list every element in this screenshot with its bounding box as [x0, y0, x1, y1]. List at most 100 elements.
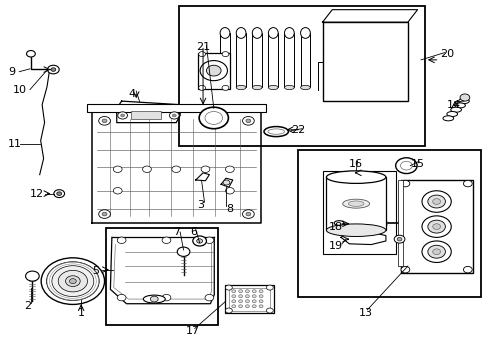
- Circle shape: [204, 112, 222, 125]
- Bar: [322, 171, 395, 253]
- Bar: [400, 180, 472, 273]
- Ellipse shape: [326, 171, 385, 183]
- Circle shape: [400, 266, 409, 273]
- Circle shape: [421, 241, 450, 262]
- Text: 11: 11: [7, 139, 21, 149]
- Circle shape: [225, 166, 234, 172]
- Circle shape: [238, 305, 242, 308]
- Circle shape: [117, 294, 126, 301]
- Circle shape: [51, 68, 56, 71]
- Circle shape: [198, 85, 205, 90]
- Ellipse shape: [342, 199, 369, 208]
- Circle shape: [245, 212, 250, 216]
- Circle shape: [118, 112, 127, 119]
- Circle shape: [245, 295, 249, 298]
- Circle shape: [427, 245, 445, 258]
- Bar: [86, 104, 266, 112]
- Circle shape: [252, 305, 256, 308]
- Bar: [198, 53, 229, 89]
- Circle shape: [259, 295, 263, 298]
- Text: 19: 19: [328, 241, 343, 251]
- Text: 9: 9: [8, 67, 15, 77]
- Bar: [224, 285, 273, 314]
- Bar: [300, 33, 310, 87]
- Circle shape: [238, 300, 242, 303]
- Bar: [236, 33, 245, 87]
- Text: 10: 10: [13, 85, 27, 95]
- Bar: [326, 177, 385, 230]
- Ellipse shape: [236, 85, 245, 90]
- Circle shape: [47, 65, 59, 74]
- Text: 21: 21: [196, 42, 210, 52]
- Circle shape: [150, 296, 158, 302]
- Circle shape: [54, 190, 64, 198]
- Ellipse shape: [268, 28, 278, 39]
- Circle shape: [204, 237, 213, 243]
- Circle shape: [162, 237, 170, 243]
- Circle shape: [259, 290, 263, 293]
- Circle shape: [113, 166, 122, 172]
- Ellipse shape: [326, 224, 385, 237]
- Circle shape: [69, 279, 76, 284]
- Bar: [178, 6, 424, 146]
- Text: 6: 6: [189, 227, 196, 237]
- Circle shape: [192, 236, 206, 246]
- Bar: [131, 111, 160, 119]
- Text: 22: 22: [290, 125, 305, 135]
- Circle shape: [199, 107, 228, 129]
- Text: 2: 2: [24, 301, 31, 311]
- Ellipse shape: [236, 28, 245, 39]
- Circle shape: [58, 270, 87, 292]
- Text: 16: 16: [348, 159, 362, 169]
- Circle shape: [46, 262, 99, 301]
- Circle shape: [225, 188, 234, 194]
- Circle shape: [102, 119, 107, 123]
- Circle shape: [245, 300, 249, 303]
- Circle shape: [400, 180, 409, 187]
- Circle shape: [266, 285, 273, 290]
- Circle shape: [231, 290, 235, 293]
- Circle shape: [259, 305, 263, 308]
- Circle shape: [245, 119, 250, 123]
- Circle shape: [57, 192, 61, 195]
- Circle shape: [231, 295, 235, 298]
- Circle shape: [223, 180, 229, 185]
- Ellipse shape: [284, 85, 294, 90]
- Ellipse shape: [454, 103, 465, 108]
- Circle shape: [52, 266, 94, 297]
- Ellipse shape: [300, 28, 310, 39]
- Circle shape: [396, 237, 401, 241]
- Circle shape: [421, 216, 450, 237]
- Circle shape: [432, 199, 440, 204]
- Bar: [228, 288, 269, 311]
- Circle shape: [459, 94, 469, 101]
- Ellipse shape: [442, 116, 453, 121]
- Ellipse shape: [220, 85, 229, 90]
- Circle shape: [463, 266, 471, 273]
- Text: 3: 3: [197, 200, 203, 210]
- Ellipse shape: [268, 85, 278, 90]
- Circle shape: [204, 294, 213, 301]
- Circle shape: [463, 180, 471, 187]
- Circle shape: [169, 112, 179, 119]
- Circle shape: [266, 308, 273, 313]
- Circle shape: [238, 290, 242, 293]
- Circle shape: [238, 295, 242, 298]
- Circle shape: [222, 51, 228, 57]
- Circle shape: [432, 224, 440, 229]
- Ellipse shape: [252, 28, 262, 39]
- Text: 17: 17: [186, 325, 200, 336]
- Bar: [105, 228, 217, 325]
- Circle shape: [225, 308, 232, 313]
- Circle shape: [200, 60, 227, 81]
- Text: 7: 7: [172, 227, 180, 237]
- Ellipse shape: [458, 99, 468, 104]
- Circle shape: [177, 247, 189, 256]
- Circle shape: [117, 237, 126, 243]
- Circle shape: [231, 305, 235, 308]
- Ellipse shape: [143, 295, 165, 303]
- Text: 5: 5: [92, 266, 99, 276]
- Circle shape: [252, 290, 256, 293]
- Circle shape: [242, 210, 254, 219]
- Circle shape: [41, 258, 104, 305]
